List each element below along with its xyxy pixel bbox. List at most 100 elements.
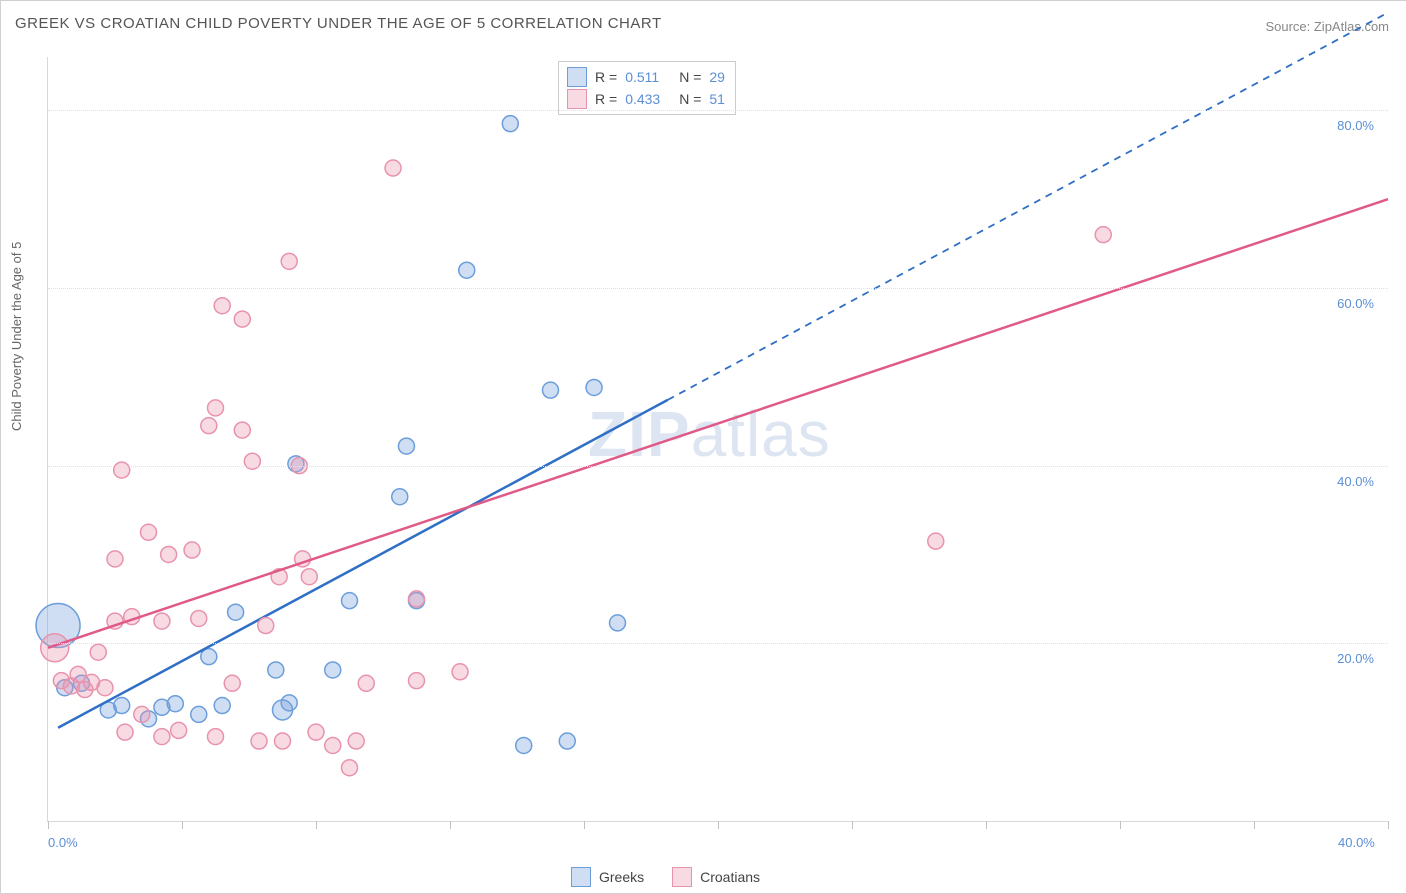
data-point bbox=[117, 724, 133, 740]
x-tick-label: 0.0% bbox=[48, 835, 78, 850]
data-point bbox=[268, 662, 284, 678]
y-tick-label: 80.0% bbox=[1337, 118, 1374, 133]
x-tick bbox=[1254, 821, 1255, 829]
plot-area: ZIPatlas R = 0.511N = 29 R = 0.433N = 51… bbox=[47, 57, 1388, 822]
legend-r-label: R = bbox=[595, 91, 617, 107]
data-point bbox=[228, 604, 244, 620]
legend-n-value: 29 bbox=[709, 69, 725, 85]
data-point bbox=[171, 722, 187, 738]
data-point bbox=[107, 551, 123, 567]
legend-r-label: R = bbox=[595, 69, 617, 85]
data-point bbox=[348, 733, 364, 749]
gridline bbox=[48, 110, 1388, 111]
data-point bbox=[392, 489, 408, 505]
data-point bbox=[90, 644, 106, 660]
data-point bbox=[301, 569, 317, 585]
data-point bbox=[409, 673, 425, 689]
data-point bbox=[543, 382, 559, 398]
data-point bbox=[516, 737, 532, 753]
legend-row: R = 0.433 N = 51 bbox=[567, 88, 725, 110]
x-tick bbox=[450, 821, 451, 829]
scatter-svg bbox=[48, 57, 1388, 821]
data-point bbox=[154, 729, 170, 745]
y-axis-label: Child Poverty Under the Age of 5 bbox=[9, 242, 24, 431]
legend-n-label: N = bbox=[679, 91, 701, 107]
legend-r-value: 0.433 bbox=[625, 91, 671, 107]
data-point bbox=[358, 675, 374, 691]
data-point bbox=[452, 664, 468, 680]
series-name: Croatians bbox=[700, 869, 760, 885]
y-tick-label: 40.0% bbox=[1337, 474, 1374, 489]
x-tick bbox=[1388, 821, 1389, 829]
x-tick bbox=[1120, 821, 1121, 829]
data-point bbox=[251, 733, 267, 749]
legend-row: R = 0.511 N = 29 bbox=[567, 66, 725, 88]
data-point bbox=[167, 696, 183, 712]
correlation-legend: R = 0.511 N = 29 R = 0.433 N = 51 bbox=[558, 61, 736, 115]
data-point bbox=[308, 724, 324, 740]
chart-title: GREEK VS CROATIAN CHILD POVERTY UNDER TH… bbox=[15, 15, 662, 32]
data-point bbox=[258, 618, 274, 634]
y-tick-label: 20.0% bbox=[1337, 651, 1374, 666]
trend-line-dashed bbox=[668, 13, 1388, 400]
x-tick bbox=[718, 821, 719, 829]
data-point bbox=[928, 533, 944, 549]
series-legend: Greeks Croatians bbox=[571, 867, 760, 887]
gridline bbox=[48, 643, 1388, 644]
data-point bbox=[201, 418, 217, 434]
x-tick bbox=[852, 821, 853, 829]
data-point bbox=[502, 116, 518, 132]
legend-n-value: 51 bbox=[709, 91, 725, 107]
x-tick bbox=[182, 821, 183, 829]
data-point bbox=[342, 760, 358, 776]
data-point bbox=[214, 698, 230, 714]
x-tick bbox=[986, 821, 987, 829]
legend-swatch bbox=[571, 867, 591, 887]
gridline bbox=[48, 288, 1388, 289]
data-point bbox=[610, 615, 626, 631]
series-name: Greeks bbox=[599, 869, 644, 885]
data-point bbox=[325, 737, 341, 753]
data-point bbox=[191, 706, 207, 722]
data-point bbox=[459, 262, 475, 278]
legend-r-value: 0.511 bbox=[625, 69, 671, 85]
gridline bbox=[48, 466, 1388, 467]
data-point bbox=[224, 675, 240, 691]
data-point bbox=[275, 733, 291, 749]
legend-swatch bbox=[672, 867, 692, 887]
data-point bbox=[325, 662, 341, 678]
data-point bbox=[134, 706, 150, 722]
data-point bbox=[41, 634, 69, 662]
data-point bbox=[191, 610, 207, 626]
data-point bbox=[154, 613, 170, 629]
data-point bbox=[409, 591, 425, 607]
data-point bbox=[161, 546, 177, 562]
data-point bbox=[208, 400, 224, 416]
data-point bbox=[342, 593, 358, 609]
legend-n-label: N = bbox=[679, 69, 701, 85]
data-point bbox=[281, 253, 297, 269]
data-point bbox=[141, 524, 157, 540]
data-point bbox=[184, 542, 200, 558]
chart-container: GREEK VS CROATIAN CHILD POVERTY UNDER TH… bbox=[0, 0, 1406, 894]
x-tick bbox=[584, 821, 585, 829]
data-point bbox=[586, 379, 602, 395]
data-point bbox=[214, 298, 230, 314]
data-point bbox=[281, 695, 297, 711]
series-legend-item: Croatians bbox=[672, 867, 760, 887]
x-tick bbox=[48, 821, 49, 829]
legend-swatch bbox=[567, 89, 587, 109]
data-point bbox=[234, 422, 250, 438]
x-tick bbox=[316, 821, 317, 829]
data-point bbox=[398, 438, 414, 454]
x-tick-label: 40.0% bbox=[1338, 835, 1375, 850]
data-point bbox=[208, 729, 224, 745]
data-point bbox=[559, 733, 575, 749]
data-point bbox=[1095, 227, 1111, 243]
y-tick-label: 60.0% bbox=[1337, 296, 1374, 311]
trend-line bbox=[48, 199, 1388, 648]
data-point bbox=[385, 160, 401, 176]
data-point bbox=[114, 462, 130, 478]
data-point bbox=[234, 311, 250, 327]
data-point bbox=[244, 453, 260, 469]
